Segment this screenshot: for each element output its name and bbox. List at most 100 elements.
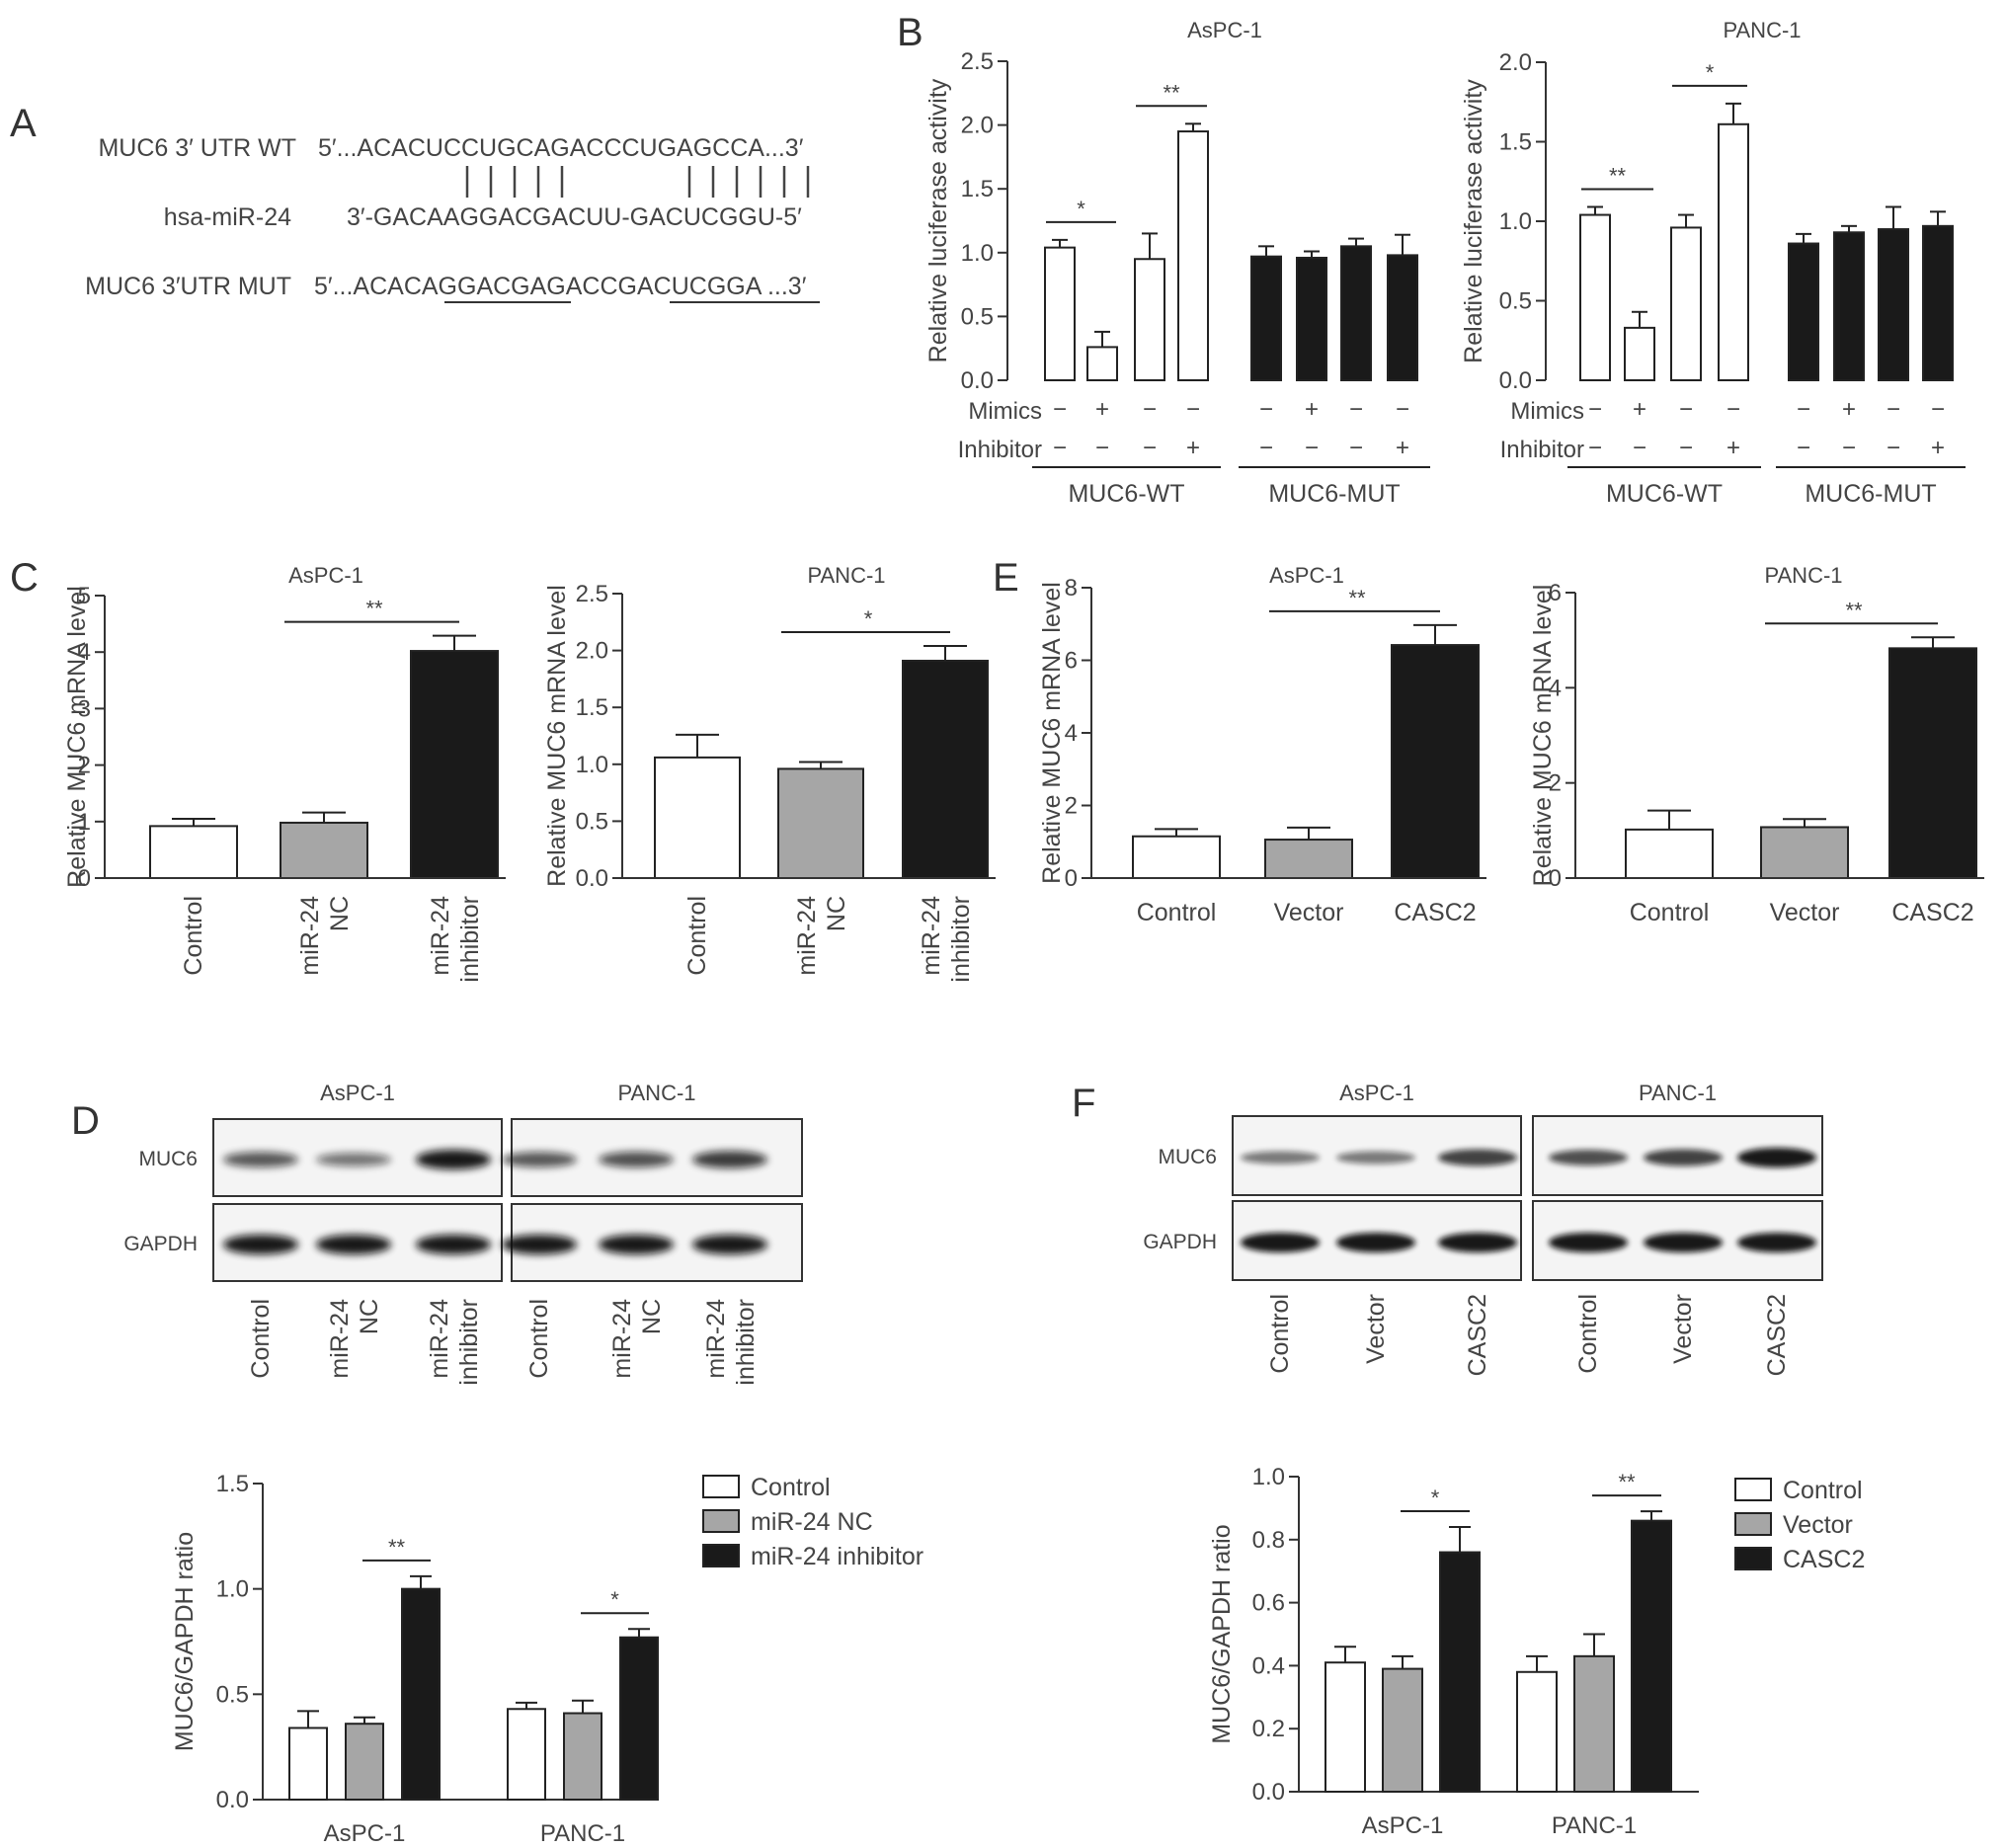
y-tick-label: 1 xyxy=(78,809,91,836)
significance-label: ** xyxy=(1609,164,1627,189)
legend-swatch xyxy=(1734,1547,1772,1570)
bar xyxy=(563,1712,602,1801)
blot-row-label: GAPDH xyxy=(1143,1231,1217,1253)
category-label: Control xyxy=(1137,899,1217,926)
bar xyxy=(345,1723,384,1801)
bar xyxy=(654,756,741,879)
lane-label: NC xyxy=(356,1299,383,1334)
condition-mark: − xyxy=(1797,396,1810,423)
protein-band xyxy=(599,1152,674,1167)
protein-band xyxy=(1241,1233,1320,1252)
bar xyxy=(1296,256,1327,381)
protein-band xyxy=(1438,1233,1517,1252)
bar xyxy=(1387,254,1418,381)
y-tick-label: 3 xyxy=(78,695,91,722)
panel-label-e: E xyxy=(993,556,1019,600)
y-tick-label: 0.6 xyxy=(1252,1590,1285,1617)
condition-mark: − xyxy=(1095,435,1109,461)
protein-band xyxy=(1336,1151,1415,1165)
chart-title: PANC-1 xyxy=(1723,18,1801,42)
condition-mark: + xyxy=(1726,435,1740,461)
category-label: inhibitor xyxy=(456,896,484,983)
lane-label: miR-24 xyxy=(608,1299,636,1379)
condition-mark: − xyxy=(1931,396,1945,423)
y-tick-label: 2.0 xyxy=(576,638,608,665)
protein-band xyxy=(1737,1148,1816,1167)
category-label: NC xyxy=(326,896,354,931)
significance-label: * xyxy=(1077,197,1085,221)
blot-title: PANC-1 xyxy=(617,1081,695,1105)
y-tick-label: 1.0 xyxy=(961,240,994,267)
significance-label: * xyxy=(864,606,873,631)
y-tick-label: 0.4 xyxy=(1252,1652,1285,1679)
condition-mark: − xyxy=(1305,435,1319,461)
panel-label-c: C xyxy=(10,556,39,600)
condition-mark: − xyxy=(1259,435,1273,461)
bar xyxy=(619,1636,659,1801)
y-tick-label: 2.5 xyxy=(576,581,608,607)
chart-ratio-casc2: 0.0 0.2 0.4 0.6 0.8 1.0 MUC6/GAPDH ratio AsPC-1… xyxy=(1208,1464,1865,1839)
blot-row-label: GAPDH xyxy=(123,1233,198,1255)
protein-band xyxy=(692,1151,767,1168)
protein-band xyxy=(1336,1233,1415,1252)
lane-label: Control xyxy=(525,1299,553,1379)
sequence-alignment: MUC6 3′ UTR WT 5′...ACACUCCUGCAGACCCUGAG… xyxy=(85,134,820,303)
significance-label: ** xyxy=(1618,1470,1636,1494)
category-label: miR-24 xyxy=(918,896,945,976)
category-label: CASC2 xyxy=(1891,899,1973,926)
significance-label: * xyxy=(610,1587,619,1612)
bar xyxy=(1132,835,1221,879)
y-axis-label: Relative MUC6 mRNA level xyxy=(543,585,571,887)
category-label: AsPC-1 xyxy=(1362,1812,1444,1839)
bar xyxy=(1516,1670,1558,1794)
condition-mark: − xyxy=(1887,435,1900,461)
group-label: MUC6-MUT xyxy=(1268,480,1400,508)
bar xyxy=(1631,1519,1672,1794)
condition-mark: − xyxy=(1349,435,1363,461)
bar xyxy=(1579,213,1611,381)
bar xyxy=(1086,346,1118,381)
y-tick-label: 2 xyxy=(1549,770,1562,797)
y-tick-label: 2.0 xyxy=(1499,49,1532,76)
condition-mark: − xyxy=(1679,435,1693,461)
protein-band xyxy=(1438,1149,1517,1166)
lane-label: inhibitor xyxy=(455,1299,483,1386)
condition-mark: − xyxy=(1053,435,1067,461)
y-tick-label: 1.5 xyxy=(1499,129,1532,156)
bar xyxy=(280,821,368,879)
seq-row-label-mut: MUC6 3′UTR MUT xyxy=(85,273,291,300)
protein-band xyxy=(316,1235,391,1254)
bar xyxy=(1624,326,1655,381)
bar xyxy=(410,650,499,880)
protein-band xyxy=(223,1152,298,1167)
protein-band xyxy=(1644,1233,1723,1252)
lane-label: CASC2 xyxy=(1464,1294,1491,1376)
significance-label: * xyxy=(1706,60,1715,85)
y-tick-label: 0.0 xyxy=(1499,367,1532,394)
legend-label: Control xyxy=(1783,1477,1863,1504)
condition-mark: − xyxy=(1726,396,1740,423)
category-label: CASC2 xyxy=(1394,899,1476,926)
condition-row-label: Mimics xyxy=(968,398,1042,425)
blot-title: PANC-1 xyxy=(1639,1081,1717,1105)
chart-luciferase-aspc1: 0.0 0.5 1.0 1.5 2.0 2.5 Relative luciferase ac… xyxy=(924,18,1430,508)
y-tick-label: 6 xyxy=(1065,648,1078,675)
lane-label: miR-24 xyxy=(326,1299,354,1379)
significance-label: ** xyxy=(1348,586,1366,610)
y-tick-label: 2.0 xyxy=(961,113,994,139)
condition-mark: − xyxy=(1143,435,1157,461)
condition-mark: − xyxy=(1053,396,1067,423)
category-label: Control xyxy=(683,896,711,976)
base-pairing-lines xyxy=(465,166,810,198)
bar xyxy=(1250,255,1282,381)
lane-label: inhibitor xyxy=(732,1299,760,1386)
y-axis-label: Relative MUC6 mRNA level xyxy=(1038,582,1066,884)
blot-title: AsPC-1 xyxy=(320,1081,395,1105)
y-tick-label: 0 xyxy=(78,865,91,892)
chart-title: PANC-1 xyxy=(807,563,885,588)
legend-swatch xyxy=(702,1475,740,1498)
